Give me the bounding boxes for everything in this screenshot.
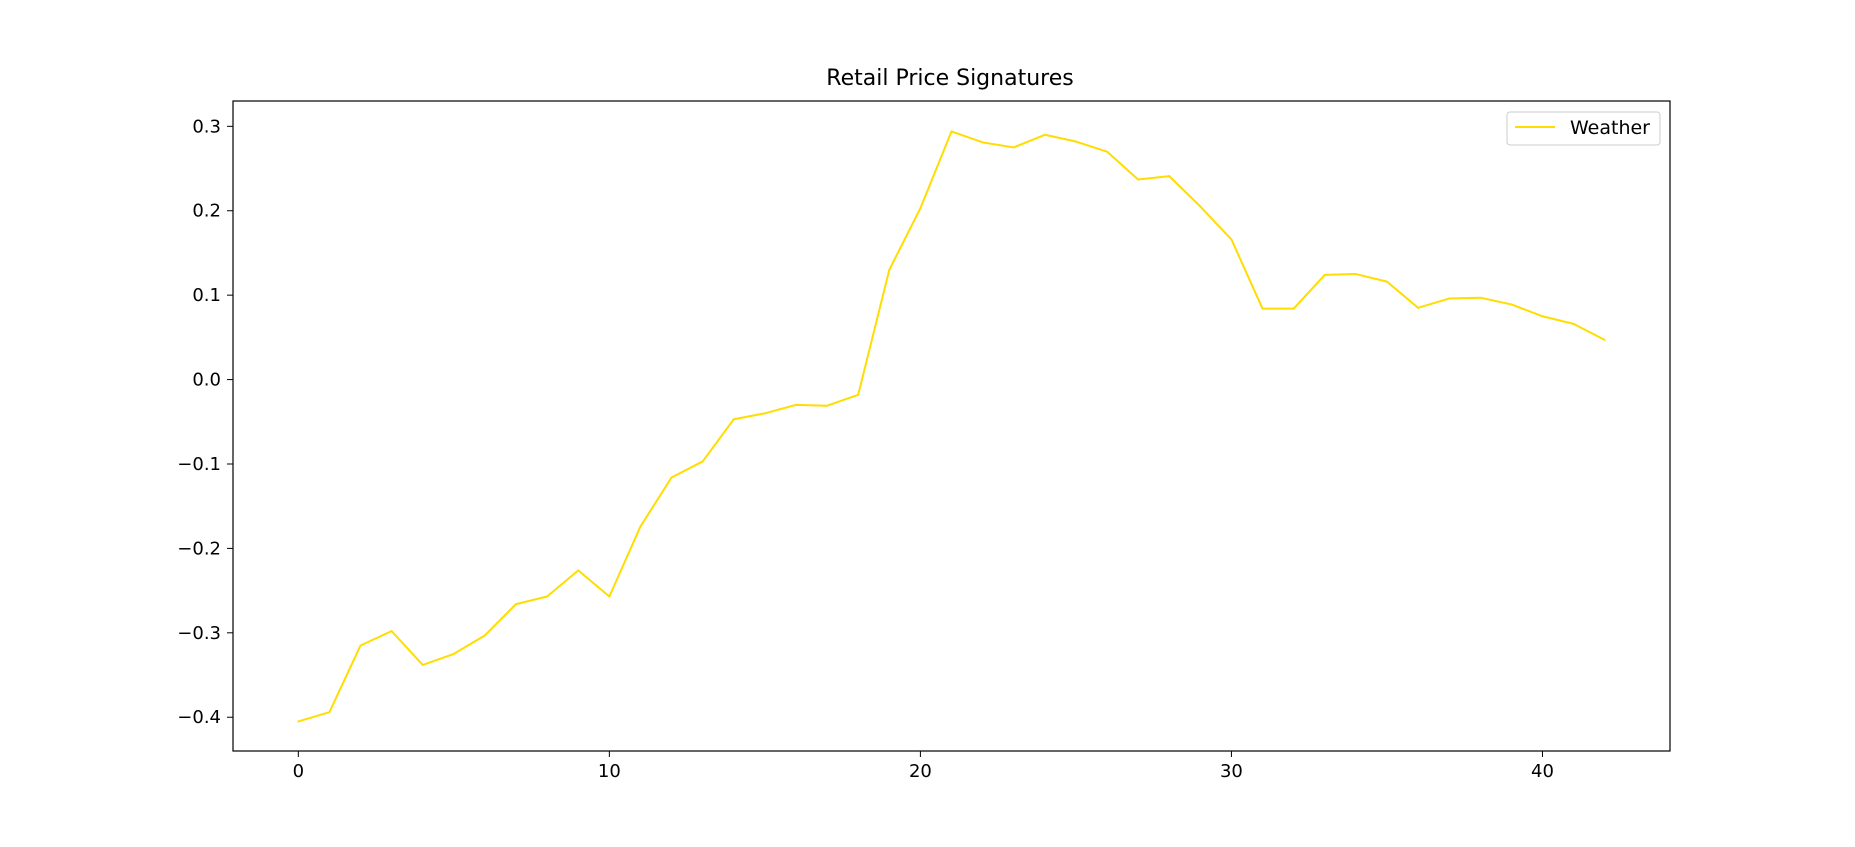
data-point bbox=[826, 404, 829, 407]
y-tick-label: −0.4 bbox=[177, 707, 221, 728]
legend-label-weather: Weather bbox=[1570, 117, 1650, 139]
x-tick-label: 40 bbox=[1531, 761, 1554, 782]
x-tick-label: 0 bbox=[293, 761, 304, 782]
data-point bbox=[1572, 322, 1575, 325]
data-point bbox=[1012, 146, 1015, 149]
data-point bbox=[1323, 273, 1326, 276]
data-point bbox=[981, 141, 984, 144]
y-axis: −0.4 −0.3 −0.2 −0.1 0.0 0.1 0.2 0.3 bbox=[177, 116, 233, 728]
y-tick-label: −0.2 bbox=[177, 538, 221, 559]
legend: Weather bbox=[1506, 111, 1661, 146]
y-tick-label: 0.3 bbox=[192, 116, 221, 137]
data-point bbox=[1292, 307, 1295, 310]
data-point bbox=[577, 569, 580, 572]
data-point bbox=[452, 652, 455, 655]
data-point bbox=[1354, 273, 1357, 276]
plot-area-frame bbox=[232, 100, 1671, 752]
data-point bbox=[701, 460, 704, 463]
data-point bbox=[919, 207, 922, 210]
data-point bbox=[515, 603, 518, 606]
x-tick-label: 10 bbox=[598, 761, 621, 782]
data-point bbox=[1074, 140, 1077, 143]
data-point bbox=[1106, 150, 1109, 153]
data-point bbox=[359, 644, 362, 647]
data-point bbox=[1199, 205, 1202, 208]
data-point bbox=[483, 634, 486, 637]
y-tick-label: −0.3 bbox=[177, 623, 221, 644]
data-point bbox=[732, 418, 735, 421]
data-point bbox=[608, 595, 611, 598]
data-point bbox=[763, 412, 766, 415]
x-tick-label: 20 bbox=[909, 761, 932, 782]
data-point bbox=[794, 403, 797, 406]
data-point bbox=[390, 630, 393, 633]
data-point bbox=[1385, 280, 1388, 283]
data-point bbox=[1261, 307, 1264, 310]
data-point bbox=[1168, 175, 1171, 178]
series-line-weather bbox=[298, 130, 1606, 723]
data-point bbox=[1230, 238, 1233, 241]
y-tick-label: 0.0 bbox=[192, 370, 221, 391]
data-point bbox=[1541, 315, 1544, 318]
data-point bbox=[1510, 303, 1513, 306]
data-point bbox=[857, 393, 860, 396]
series-layer bbox=[297, 130, 1606, 723]
data-point bbox=[421, 663, 424, 666]
data-point bbox=[1603, 338, 1606, 341]
legend-box bbox=[1506, 111, 1661, 146]
data-point bbox=[1417, 306, 1420, 309]
data-point bbox=[1137, 178, 1140, 181]
data-point bbox=[1043, 133, 1046, 136]
data-point bbox=[1448, 297, 1451, 300]
data-point bbox=[328, 711, 331, 714]
data-point bbox=[950, 130, 953, 133]
data-point bbox=[546, 595, 549, 598]
data-point bbox=[1479, 296, 1482, 299]
y-tick-label: 0.1 bbox=[192, 285, 221, 306]
data-point bbox=[297, 720, 300, 723]
data-point bbox=[639, 525, 642, 528]
data-point bbox=[670, 476, 673, 479]
chart-title: Retail Price Signatures bbox=[826, 66, 1073, 91]
x-tick-label: 30 bbox=[1220, 761, 1243, 782]
data-point bbox=[888, 268, 891, 271]
x-axis: 0 10 20 30 40 bbox=[293, 751, 1554, 782]
y-tick-label: −0.1 bbox=[177, 454, 221, 475]
y-tick-label: 0.2 bbox=[192, 201, 221, 222]
